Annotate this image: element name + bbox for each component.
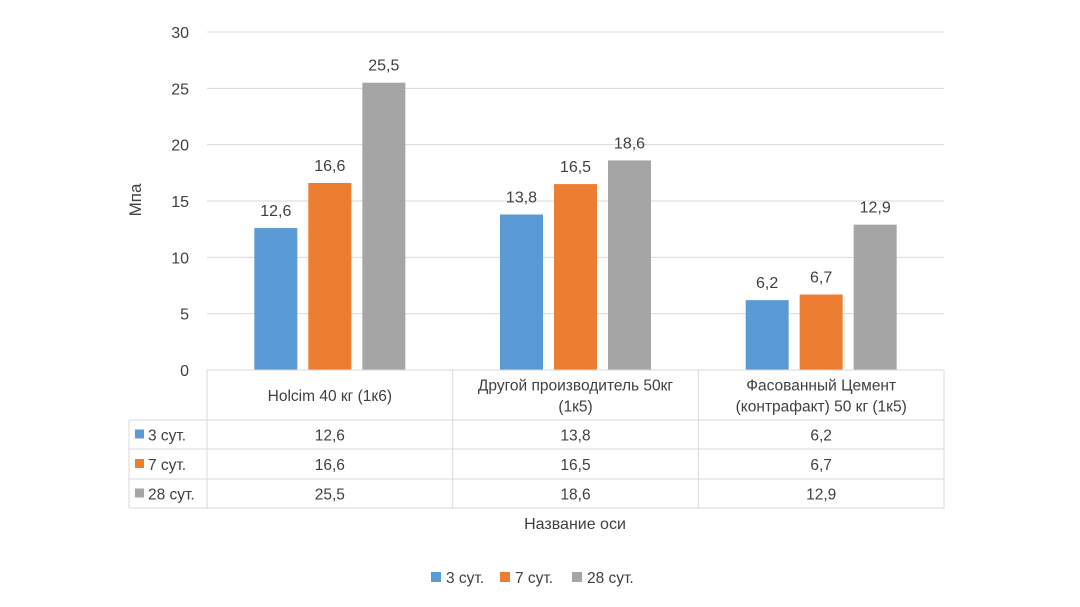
bar bbox=[254, 228, 298, 370]
legend-key bbox=[572, 572, 582, 582]
legend-label: 7 сут. bbox=[515, 570, 553, 587]
y-axis-label: Мпа bbox=[126, 183, 145, 216]
y-tick-label: 30 bbox=[171, 25, 189, 42]
category-label: Другой производитель 50кг bbox=[478, 378, 674, 395]
bar bbox=[554, 184, 597, 370]
bar bbox=[799, 294, 843, 370]
bar bbox=[500, 214, 543, 370]
table-legend-key bbox=[135, 488, 144, 498]
category-label: Фасованный Цемент bbox=[746, 378, 896, 395]
table-cell: 25,5 bbox=[315, 487, 345, 504]
table-series-label: 7 сут. bbox=[148, 457, 186, 474]
y-tick-label: 20 bbox=[171, 138, 189, 155]
legend-key bbox=[431, 572, 441, 582]
x-axis-label: Название оси bbox=[524, 516, 626, 533]
y-tick-label: 10 bbox=[171, 250, 189, 267]
category-label: Holcim 40 кг (1к6) bbox=[268, 388, 392, 405]
bar bbox=[853, 224, 897, 370]
y-tick-label: 15 bbox=[171, 194, 189, 211]
legend-key bbox=[500, 572, 510, 582]
table-cell: 6,7 bbox=[810, 457, 832, 474]
data-label: 12,6 bbox=[260, 203, 291, 220]
data-label: 25,5 bbox=[368, 58, 399, 75]
bars: 12,6 16,6 25,5 13,8 16,5 18,6 6,2 6,7 12,9 bbox=[254, 58, 897, 370]
y-tick-label: 25 bbox=[171, 81, 189, 98]
data-label: 18,6 bbox=[614, 135, 645, 152]
bar bbox=[362, 82, 406, 370]
data-table: Holcim 40 кг (1к6) Другой производитель 5… bbox=[128, 369, 945, 509]
data-label: 16,5 bbox=[560, 159, 591, 176]
bar bbox=[308, 182, 352, 370]
bar bbox=[608, 160, 651, 370]
table-cell: 6,2 bbox=[810, 428, 832, 445]
y-tick-label: 5 bbox=[180, 307, 189, 324]
legend: 3 сут. 7 сут. 28 сут. bbox=[431, 570, 634, 587]
table-cell: 12,6 bbox=[315, 428, 345, 445]
bar bbox=[745, 300, 789, 370]
table-cell: 12,9 bbox=[806, 487, 836, 504]
table-cell: 18,6 bbox=[560, 487, 590, 504]
table-series-label: 3 сут. bbox=[148, 428, 186, 445]
data-label: 16,6 bbox=[314, 158, 345, 175]
data-label: 12,9 bbox=[860, 200, 891, 217]
data-label: 13,8 bbox=[506, 190, 537, 207]
table-cell: 16,6 bbox=[315, 457, 345, 474]
category-label: (контрафакт) 50 кг (1к5) bbox=[736, 399, 907, 416]
y-tick-label: 0 bbox=[180, 363, 189, 380]
data-label: 6,7 bbox=[810, 270, 832, 287]
legend-label: 28 сут. bbox=[587, 570, 634, 587]
table-cell: 16,5 bbox=[560, 457, 590, 474]
table-legend-key bbox=[135, 459, 144, 468]
category-label: (1к5) bbox=[558, 399, 592, 416]
data-label: 6,2 bbox=[756, 275, 778, 292]
table-cell: 13,8 bbox=[560, 428, 590, 445]
table-legend-key bbox=[135, 429, 144, 439]
legend-label: 3 сут. bbox=[446, 570, 484, 587]
table-series-label: 28 сут. bbox=[148, 487, 195, 504]
y-axis-ticks: 0 5 10 15 20 25 30 bbox=[171, 25, 189, 380]
